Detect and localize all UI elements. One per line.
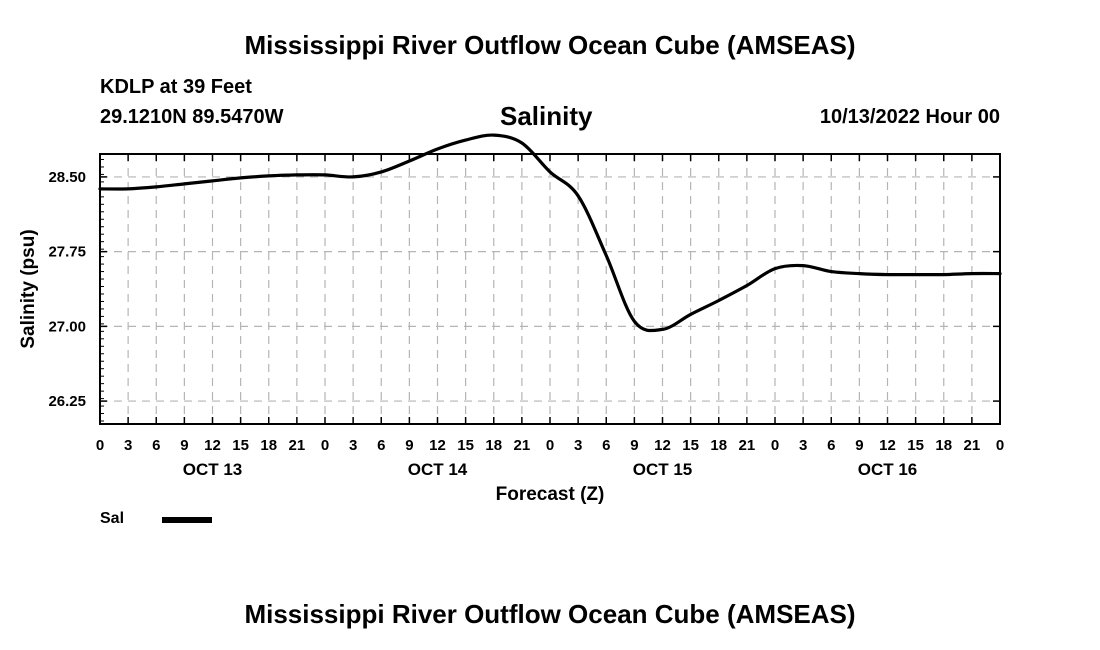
x-tick-label: 3 — [349, 437, 357, 454]
x-tick-label: 0 — [96, 437, 104, 454]
x-tick-label: 9 — [855, 437, 863, 454]
x-day-label: OCT 14 — [408, 460, 468, 479]
data-point — [689, 313, 692, 316]
x-tick-label: 15 — [457, 437, 474, 454]
y-tick-label: 26.25 — [48, 393, 86, 410]
x-tick-label: 18 — [710, 437, 727, 454]
chart-footer-title: Mississippi River Outflow Ocean Cube (AM… — [244, 599, 856, 629]
x-tick-label: 9 — [630, 437, 638, 454]
data-point — [464, 139, 467, 141]
data-point — [914, 273, 917, 276]
data-point — [633, 320, 636, 323]
x-tick-label: 18 — [935, 437, 952, 454]
x-tick-label: 21 — [514, 437, 531, 454]
data-point — [436, 148, 439, 150]
data-point — [858, 272, 861, 275]
legend-label: Sal — [100, 510, 125, 527]
x-tick-label: 12 — [429, 437, 446, 454]
x-tick-label: 15 — [232, 437, 249, 454]
data-point — [239, 177, 242, 179]
axis-labels: 0 3 6 9 12 15 18 21 0 3 6 9 12 15 18 21 0 3 6 9 12 15 18 21 0 3 6 9… — [18, 169, 1004, 505]
y-tick-label: 27.00 — [48, 318, 86, 335]
data-point — [380, 171, 383, 173]
data-point — [943, 273, 945, 276]
x-tick-label: 3 — [574, 437, 582, 454]
x-tick-label: 6 — [377, 437, 385, 454]
x-tick-label: 9 — [405, 437, 413, 454]
data-point — [830, 270, 833, 273]
grid-lines — [100, 154, 1000, 424]
x-tick-label: 15 — [682, 437, 699, 454]
x-tick-label: 0 — [771, 437, 779, 454]
data-point — [521, 142, 523, 144]
station-coordinates: 29.1210N 89.5470W — [100, 106, 284, 128]
data-point — [886, 273, 889, 276]
x-tick-label: 12 — [204, 437, 221, 454]
data-point — [718, 299, 720, 302]
station-label: KDLP at 39 Feet — [100, 76, 252, 98]
data-point — [296, 174, 298, 176]
x-day-label: OCT 15 — [633, 460, 693, 479]
x-tick-label: 18 — [485, 437, 502, 454]
data-point — [549, 171, 551, 173]
x-tick-label: 15 — [907, 437, 924, 454]
x-tick-label: 3 — [124, 437, 132, 454]
x-day-label: OCT 16 — [858, 460, 918, 479]
data-point — [802, 264, 804, 267]
data-point — [183, 183, 186, 185]
variable-title: Salinity — [500, 101, 593, 131]
x-tick-label: 21 — [964, 437, 981, 454]
data-point — [661, 328, 664, 331]
y-axis-title: Salinity (psu) — [18, 229, 39, 348]
x-tick-label: 21 — [289, 437, 306, 454]
x-tick-label: 21 — [739, 437, 756, 454]
x-tick-label: 18 — [260, 437, 277, 454]
x-tick-label: 6 — [152, 437, 160, 454]
x-axis-title: Forecast (Z) — [496, 484, 605, 505]
data-point — [155, 186, 158, 188]
x-tick-label: 0 — [996, 437, 1004, 454]
data-point — [971, 272, 973, 275]
data-point — [746, 284, 748, 287]
data-point — [605, 254, 608, 257]
x-tick-label: 3 — [799, 437, 807, 454]
data-point — [127, 188, 129, 190]
x-tick-label: 9 — [180, 437, 188, 454]
x-tick-label: 6 — [602, 437, 610, 454]
chart-main-title: Mississippi River Outflow Ocean Cube (AM… — [244, 30, 856, 60]
data-point — [324, 174, 326, 176]
y-tick-label: 28.50 — [48, 169, 86, 186]
data-point — [493, 134, 495, 136]
x-tick-label: 0 — [546, 437, 554, 454]
data-point — [774, 267, 776, 270]
data-point — [352, 176, 354, 178]
series-layer — [98, 133, 1002, 333]
x-tick-label: 12 — [879, 437, 896, 454]
legend-swatch — [162, 517, 212, 523]
data-point — [577, 195, 579, 197]
data-point — [211, 180, 214, 182]
x-tick-label: 0 — [321, 437, 329, 454]
x-tick-label: 12 — [654, 437, 671, 454]
x-tick-label: 6 — [827, 437, 835, 454]
forecast-datetime: 10/13/2022 Hour 00 — [819, 106, 1000, 128]
axis-ticks — [99, 154, 1001, 424]
x-day-label: OCT 13 — [183, 460, 243, 479]
data-point — [268, 175, 270, 177]
y-tick-label: 27.75 — [48, 244, 86, 261]
